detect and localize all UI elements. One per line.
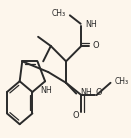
Text: NH: NH [85, 20, 97, 29]
Text: O: O [93, 41, 99, 50]
Text: O: O [73, 111, 80, 120]
Text: CH₃: CH₃ [114, 77, 129, 86]
Text: O: O [96, 88, 103, 97]
Text: CH₃: CH₃ [52, 9, 66, 18]
Text: NH: NH [81, 88, 92, 97]
Text: NH: NH [40, 86, 52, 95]
